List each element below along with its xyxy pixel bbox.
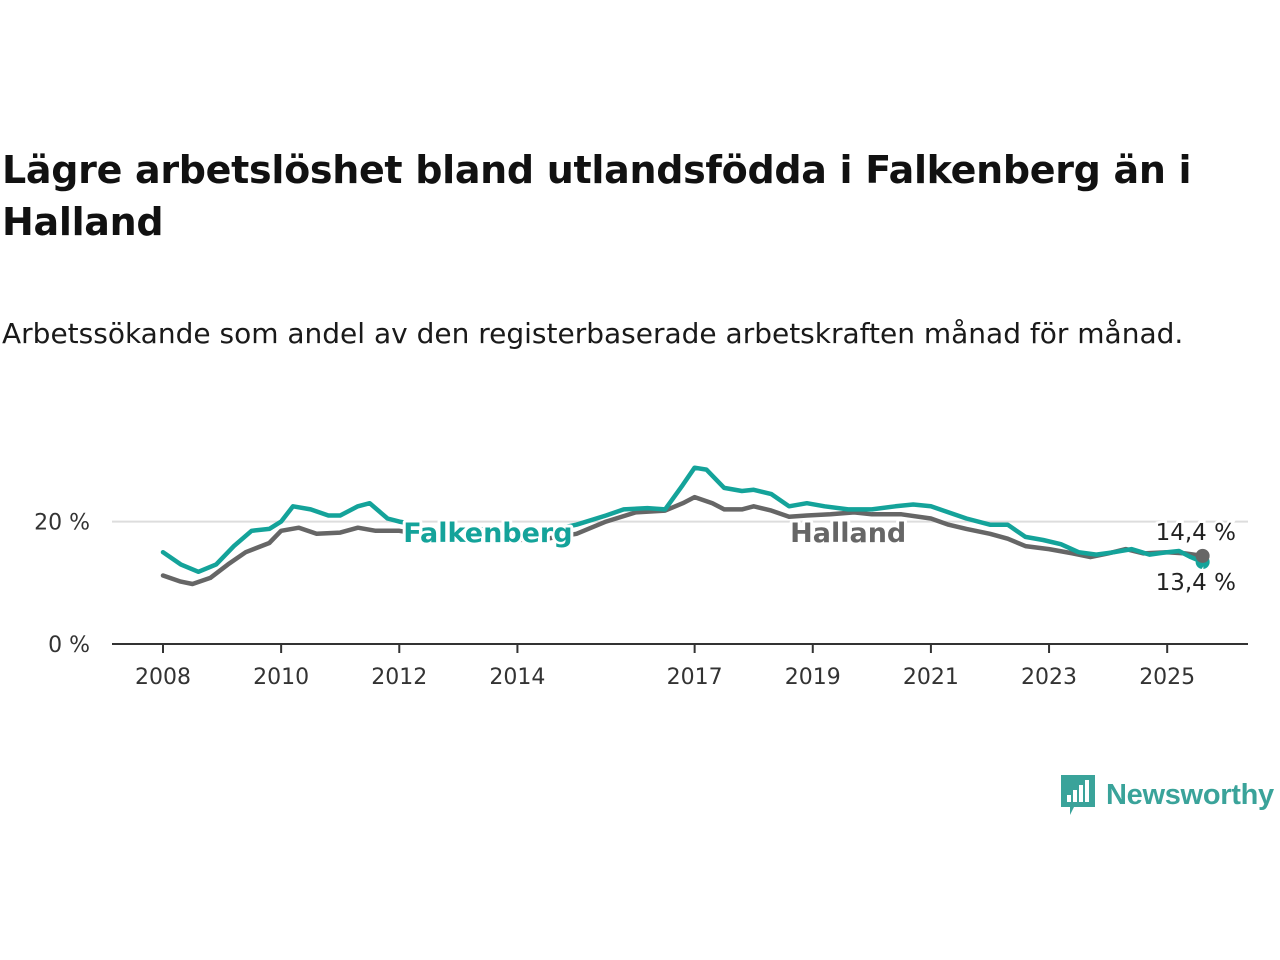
end-value-label-falkenberg: 13,4 % bbox=[1156, 570, 1236, 596]
x-tick-label: 2014 bbox=[489, 665, 545, 690]
x-tick-label: 2023 bbox=[1021, 665, 1077, 690]
chart-title: Lägre arbetslöshet bland utlandsfödda i … bbox=[2, 148, 1192, 244]
logo-text: Newsworthy bbox=[1106, 778, 1274, 811]
end-point-halland bbox=[1195, 548, 1210, 563]
x-tick-label: 2010 bbox=[253, 665, 309, 690]
x-tick-label: 2019 bbox=[785, 665, 841, 690]
x-tick-label: 2025 bbox=[1139, 665, 1195, 690]
series-label-falkenberg: Falkenberg bbox=[403, 518, 572, 549]
x-tick-label: 2017 bbox=[667, 665, 723, 690]
end-value-label-halland: 14,4 % bbox=[1156, 520, 1236, 546]
x-tick-label: 2012 bbox=[371, 665, 427, 690]
x-tick-label: 2008 bbox=[135, 665, 191, 690]
y-tick-label: 20 % bbox=[34, 511, 90, 536]
line-chart: 0 % 20 % 2008 2010 2012 2014 2017 2019 2021 2023 2… bbox=[34, 465, 1248, 690]
bar-chart-speech-bubble-icon bbox=[1061, 775, 1095, 815]
x-tick-label: 2021 bbox=[903, 665, 959, 690]
newsworthy-logo: Newsworthy bbox=[1058, 770, 1274, 820]
series-line-halland bbox=[160, 494, 1205, 587]
series-label-halland: Halland bbox=[790, 518, 906, 549]
chart-subtitle: Arbetssökande som andel av den registerb… bbox=[2, 317, 1184, 350]
y-tick-label: 0 % bbox=[48, 633, 90, 658]
series-line-falkenberg bbox=[160, 465, 1205, 575]
